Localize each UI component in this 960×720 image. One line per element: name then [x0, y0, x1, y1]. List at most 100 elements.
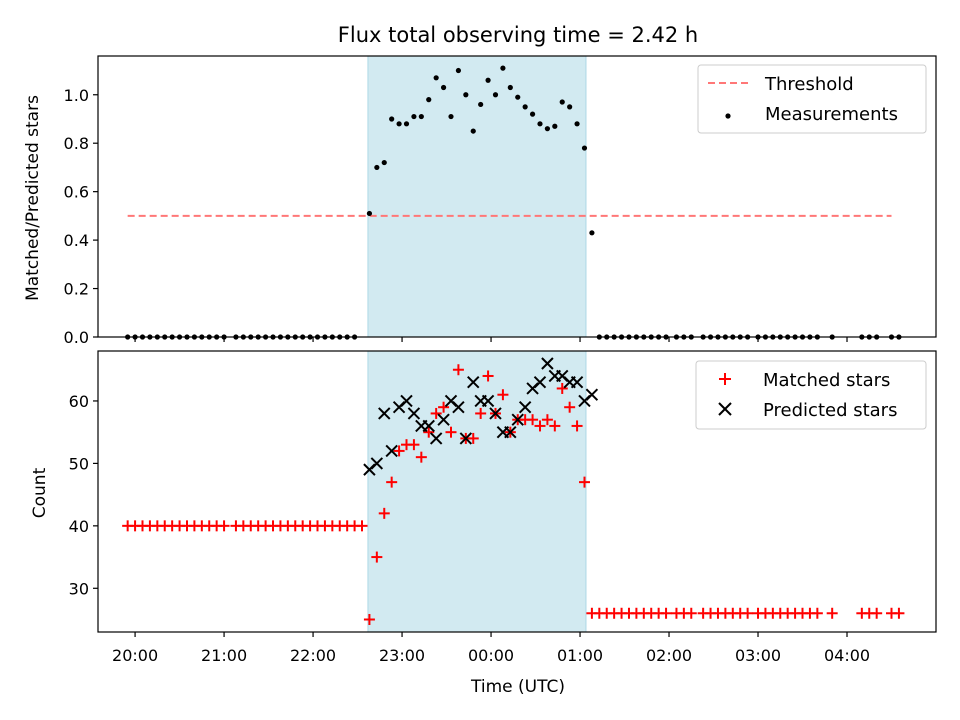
legend-measurements-label: Measurements: [765, 104, 898, 125]
x-axis-label: Time (UTC): [470, 677, 565, 697]
matched-stars-point: [660, 607, 672, 619]
matched-stars-point: [356, 520, 368, 532]
ratio-panel-ylabel: Matched/Predicted stars: [23, 95, 43, 301]
measurements-point: [426, 97, 432, 103]
measurements-point: [581, 145, 588, 151]
measurements-point: [418, 113, 424, 120]
legend-threshold-label: Threshold: [764, 74, 854, 95]
measurements-point: [529, 111, 536, 117]
predicted-stars-point: [481, 394, 495, 408]
predicted-stars-point: [407, 407, 421, 420]
ratio-panel-ytick-label: 0.8: [64, 134, 89, 153]
x-tick-label: 02:00: [646, 646, 692, 665]
predicted-stars-point: [467, 376, 480, 389]
measurements-point: [567, 104, 573, 110]
matched-stars-point: [811, 607, 823, 619]
matched-stars-point: [685, 607, 697, 619]
matched-stars-point: [386, 476, 398, 488]
x-tick-label: 03:00: [735, 646, 781, 665]
predicted-stars-point: [585, 388, 599, 401]
measurements-point: [559, 99, 565, 105]
measurements-point: [485, 77, 491, 83]
predicted-stars-point: [385, 444, 398, 458]
count-panel-ytick-label: 50: [69, 454, 89, 473]
predicted-stars-point: [489, 407, 502, 420]
predicted-stars-point: [533, 376, 547, 389]
count-panel-ytick-label: 30: [69, 579, 89, 598]
measurements-point: [366, 210, 373, 217]
x-tick-label: 04:00: [824, 646, 870, 665]
predicted-stars-point: [541, 357, 554, 370]
predicted-stars-point: [459, 432, 473, 445]
matched-stars-point: [371, 551, 383, 563]
measurements-point: [389, 116, 395, 122]
ratio-panel-observing-window: [367, 55, 587, 338]
matched-stars-point: [893, 607, 905, 619]
ratio-legend: Threshold Measurements: [697, 64, 927, 134]
count-legend-box: [695, 360, 927, 430]
x-tick-label: 21:00: [201, 646, 247, 665]
ratio-panel-ytick-label: 0.4: [64, 231, 89, 250]
predicted-stars-point: [511, 413, 524, 426]
matched-stars-point: [549, 420, 561, 432]
legend-measurements-swatch: [725, 113, 731, 119]
measurements-point: [492, 92, 499, 98]
predicted-stars-point: [378, 407, 391, 420]
measurements-point: [463, 92, 469, 98]
measurements-point: [574, 121, 580, 127]
legend-predicted-swatch: [718, 402, 732, 416]
predicted-stars-point: [437, 413, 450, 426]
matched-stars-point: [423, 426, 435, 438]
ratio-panel-ytick-label: 0.0: [64, 328, 89, 347]
measurements-point: [537, 121, 543, 127]
count-panel-ytick-label: 60: [69, 392, 89, 411]
x-tick-label: 23:00: [379, 646, 425, 665]
matched-stars-point: [826, 607, 838, 619]
count-legend: Matched stars Predicted stars: [695, 360, 927, 430]
x-tick-label: 22:00: [290, 646, 336, 665]
predicted-stars-point: [400, 394, 413, 408]
predicted-stars-point: [429, 432, 443, 445]
predicted-stars-point: [518, 400, 532, 414]
ratio-legend-box: [697, 64, 927, 134]
measurements-point: [552, 123, 558, 129]
predicted-stars-point: [452, 400, 465, 414]
ratio-panel-ytick-label: 0.2: [64, 280, 89, 299]
measurements-point: [515, 94, 521, 100]
matched-stars-point: [578, 476, 590, 488]
legend-matched-swatch: [719, 373, 731, 385]
predicted-stars-point: [422, 419, 435, 433]
matched-stars-point: [871, 607, 883, 619]
count-panel-observing-window: [367, 350, 587, 633]
measurements-point: [374, 164, 380, 171]
predicted-stars-point: [504, 425, 517, 439]
count-panel-ytick-label: 40: [69, 517, 89, 536]
matched-stars-point: [430, 407, 442, 419]
matched-stars-point: [527, 414, 539, 426]
ratio-panel-frame: [97, 55, 937, 338]
matched-stars-point: [378, 507, 390, 519]
matched-stars-point: [742, 607, 754, 619]
predicted-stars-point: [370, 457, 384, 470]
matched-stars-point: [452, 364, 464, 376]
legend-predicted-label: Predicted stars: [763, 400, 897, 421]
measurements-point: [478, 101, 484, 108]
count-panel: 30 40 50 60 20:00 21:00 22:00 23:00 00:00 01:00 02…: [30, 350, 937, 665]
matched-stars-point: [467, 432, 479, 444]
ratio-panel-ytick-label: 0.6: [64, 183, 89, 202]
x-tick-label: 00:00: [468, 646, 514, 665]
count-panel-ylabel: Count: [30, 467, 50, 518]
measurements-point: [470, 128, 476, 134]
matched-stars-point: [497, 389, 509, 401]
x-tick-label: 20:00: [112, 646, 158, 665]
measurements-point: [381, 159, 387, 166]
matched-stars-point: [415, 451, 427, 463]
matched-stars-point: [393, 445, 405, 457]
measurements-point: [440, 84, 447, 91]
measurements-point: [522, 104, 528, 110]
measurements-point: [455, 67, 462, 74]
measurements-point: [396, 121, 402, 127]
matched-stars-point: [408, 439, 420, 451]
measurements-point: [544, 126, 551, 132]
count-panel-frame: [97, 350, 937, 633]
